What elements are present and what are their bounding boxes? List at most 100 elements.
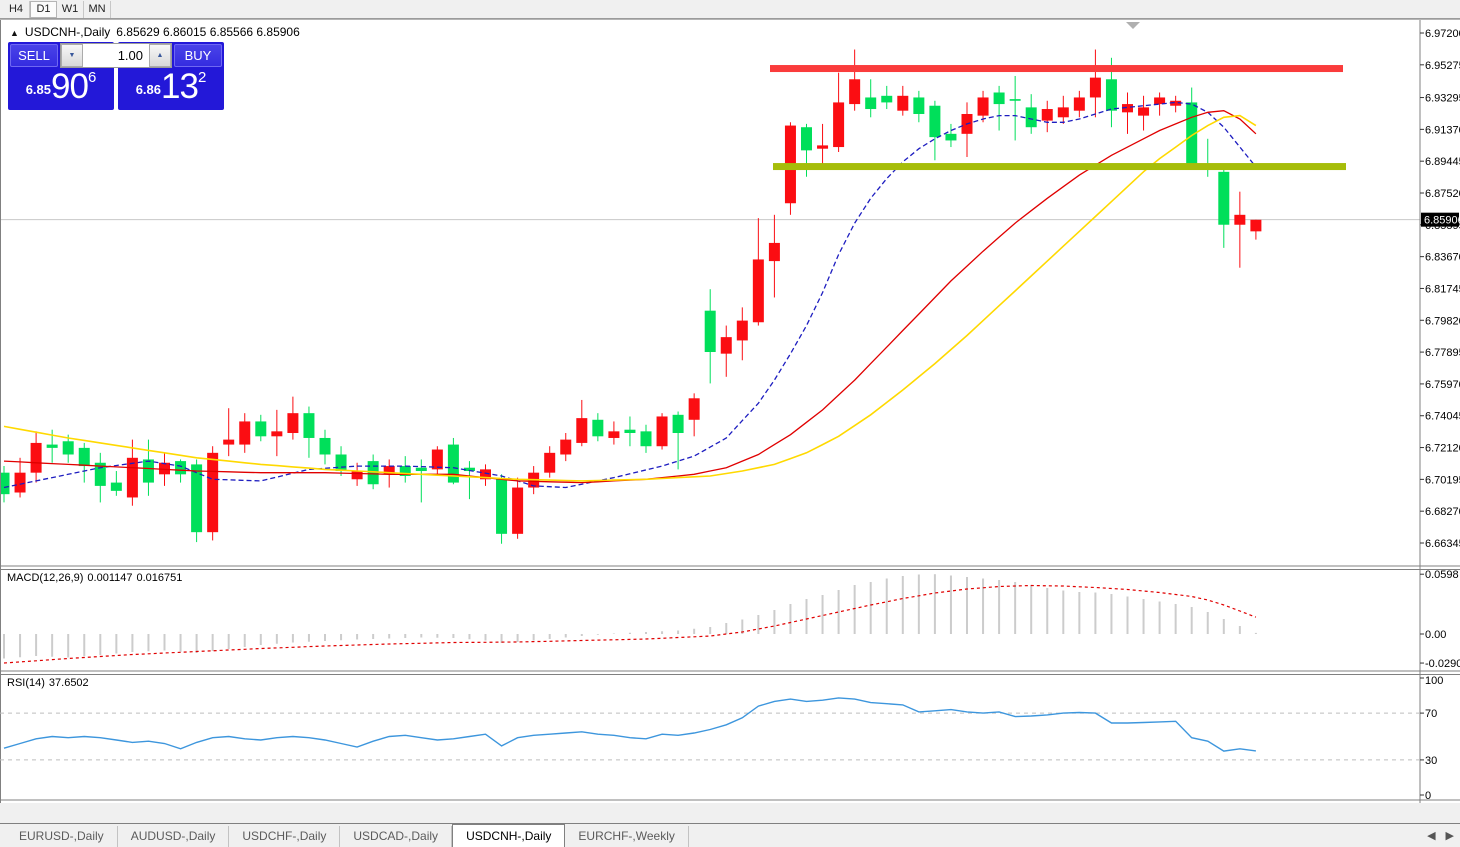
chart-area[interactable]: 6.97200 6.95275 6.93295 6.91370 6.89445 6.875… xyxy=(0,18,1460,847)
chart-tab-eurchf-weekly[interactable]: EURCHF-,Weekly xyxy=(565,826,689,847)
tab-scroll-right-icon[interactable]: ▶ xyxy=(1445,830,1454,842)
macd-signal-value: 0.016751 xyxy=(136,572,183,584)
candle-body xyxy=(544,452,556,473)
price-axis-label: 6.89445 xyxy=(1425,156,1460,168)
candle-body xyxy=(560,439,572,455)
candle-body xyxy=(768,242,780,262)
price-axis-label: 6.77895 xyxy=(1425,347,1460,359)
candle-body xyxy=(207,452,219,533)
rsi-axis-label: 100 xyxy=(1425,675,1443,687)
candle-body xyxy=(1170,100,1182,106)
one-click-collapse-icon[interactable]: ▲ xyxy=(10,28,19,38)
rsi-panel[interactable]: 100 70 30 0 xyxy=(0,675,1443,802)
timeframe-button-w1[interactable]: W1 xyxy=(57,0,84,18)
chart-tab-usdcnh-daily[interactable]: USDCNH-,Daily xyxy=(452,824,566,847)
price-axis: 6.97200 6.95275 6.93295 6.91370 6.89445 6.875… xyxy=(1420,28,1460,550)
price-axis-label: 6.87520 xyxy=(1425,188,1460,200)
candle-body xyxy=(62,441,74,455)
chart-tab-eurusd-daily[interactable]: EURUSD-,Daily xyxy=(6,826,118,847)
tab-scroll-left-icon[interactable]: ◀ xyxy=(1427,830,1436,842)
rsi-name: RSI(14) xyxy=(7,677,45,689)
candle-body xyxy=(399,466,411,476)
price-axis-label: 6.72120 xyxy=(1425,443,1460,455)
candle-body xyxy=(271,431,283,437)
price-axis-label: 6.81745 xyxy=(1425,283,1460,295)
macd-name: MACD(12,26,9) xyxy=(7,572,84,584)
chart-tab-audusd-daily[interactable]: AUDUSD-,Daily xyxy=(118,826,230,847)
candle-body xyxy=(1138,107,1150,116)
price-axis-label: 6.74045 xyxy=(1425,411,1460,423)
price-axis-label: 6.70195 xyxy=(1425,474,1460,486)
chart-tab-usdchf-daily[interactable]: USDCHF-,Daily xyxy=(229,826,341,847)
candle-body xyxy=(608,431,620,438)
price-chart-canvas[interactable]: 6.97200 6.95275 6.93295 6.91370 6.89445 6.875… xyxy=(0,18,1460,847)
rsi-line xyxy=(3,697,1256,752)
chart-tab-usdcad-daily[interactable]: USDCAD-,Daily xyxy=(340,826,453,847)
candle-body xyxy=(287,413,299,434)
candle-body xyxy=(640,431,652,447)
macd-main-value: 0.001147 xyxy=(87,572,133,584)
candle-body xyxy=(351,471,363,480)
candle-body xyxy=(1073,97,1085,111)
candle-body xyxy=(447,444,459,483)
current-price-tag xyxy=(1421,212,1459,227)
chart-shift-marker-icon xyxy=(1126,22,1140,29)
candle-body xyxy=(1057,107,1069,118)
sell-button[interactable]: SELL xyxy=(10,44,58,67)
sell-price: 6.85906 xyxy=(8,67,114,107)
price-axis-label: 6.83670 xyxy=(1425,252,1460,264)
candle-body xyxy=(1105,79,1117,111)
support-line[interactable] xyxy=(773,163,1346,171)
macd-axis-label: -0.029049 xyxy=(1425,658,1460,670)
resistance-line[interactable] xyxy=(770,65,1343,73)
rsi-axis-label: 0 xyxy=(1425,790,1431,802)
chart-tab-bar: EURUSD-,Daily AUDUSD-,Daily USDCHF-,Daily U… xyxy=(0,823,1460,847)
candle-body xyxy=(255,421,267,437)
current-price-tag-label: 6.85906 xyxy=(1424,215,1460,227)
volume-decrease-button[interactable]: ▼ xyxy=(61,44,83,67)
macd-axis-label: 0.0598 xyxy=(1425,569,1459,581)
timeframe-button-h4[interactable]: H4 xyxy=(3,0,30,18)
candle-body xyxy=(833,102,845,148)
price-axis-label: 6.91370 xyxy=(1425,124,1460,136)
candle-body xyxy=(945,133,957,141)
chart-symbol-title: USDCNH-,Daily xyxy=(24,25,111,39)
candle-body xyxy=(415,467,427,472)
macd-label: MACD(12,26,9) 0.001147 0.016751 xyxy=(7,572,186,584)
chart-header: ▲ USDCNH-,Daily 6.85629 6.86015 6.85566 6.… xyxy=(10,25,300,39)
candle-body xyxy=(126,457,138,498)
timeframe-button-mn[interactable]: MN xyxy=(84,0,111,18)
candle-body xyxy=(1009,99,1021,101)
slow-ma-line xyxy=(3,114,1257,482)
price-axis-label: 6.97200 xyxy=(1425,28,1460,40)
timeframe-button-d1[interactable]: D1 xyxy=(30,0,57,18)
candle-body xyxy=(319,437,331,455)
fast-ma-line xyxy=(3,101,1257,489)
volume-input[interactable]: 1.00 xyxy=(83,44,149,67)
candle-body xyxy=(1154,97,1166,105)
candle-body xyxy=(1089,77,1101,98)
candle-body xyxy=(1250,219,1262,232)
candle-body xyxy=(46,444,58,448)
price-axis-label: 6.95275 xyxy=(1425,60,1460,72)
candle-body xyxy=(223,439,235,445)
candle-body xyxy=(159,462,170,475)
buy-button[interactable]: BUY xyxy=(174,44,222,67)
price-panel[interactable] xyxy=(0,22,1420,544)
rsi-label: RSI(14) 37.6502 xyxy=(7,677,93,689)
candle-body xyxy=(175,461,187,475)
candle-body xyxy=(817,145,829,149)
sell-price-small: 6.85 xyxy=(25,82,52,97)
candle-body xyxy=(512,487,524,534)
candle-body xyxy=(1234,214,1246,225)
candle-body xyxy=(688,398,700,420)
candle-body xyxy=(303,413,315,438)
candle-body xyxy=(431,449,443,470)
macd-panel[interactable]: 0.0598 0.00 -0.029049 xyxy=(3,569,1460,670)
candle-body xyxy=(672,414,684,434)
rsi-value: 37.6502 xyxy=(48,677,89,689)
volume-increase-button[interactable]: ▲ xyxy=(149,44,171,67)
price-axis-label: 6.93295 xyxy=(1425,93,1460,105)
volume-spinner: ▼ 1.00 ▲ xyxy=(60,43,172,68)
candle-body xyxy=(881,95,893,103)
